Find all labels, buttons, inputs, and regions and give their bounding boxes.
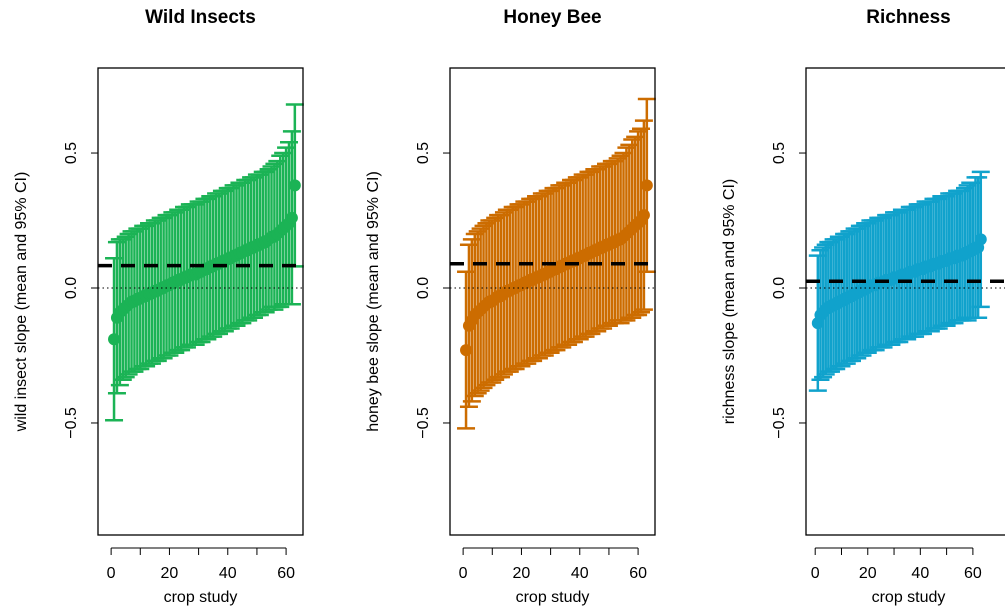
mean-point — [637, 209, 650, 222]
mean-point — [640, 179, 653, 192]
y-axis-label: richness slope (mean and 95% CI) — [721, 179, 738, 424]
plot-frame — [805, 67, 1005, 536]
x-tick-label: 0 — [811, 565, 820, 582]
panel-title: Honey Bee — [503, 7, 601, 28]
y-tick-label: 0.5 — [771, 142, 788, 164]
y-tick-label: 0.0 — [63, 277, 80, 299]
y-axis-label: wild insect slope (mean and 95% CI) — [13, 172, 30, 433]
x-axis-label: crop study — [516, 589, 590, 606]
y-tick-label: −0.5 — [771, 407, 788, 439]
y-tick-label: 0.0 — [415, 277, 432, 299]
y-tick-label: 0.5 — [63, 142, 80, 164]
mean-point — [974, 233, 987, 246]
mean-point — [108, 333, 121, 346]
mean-point — [460, 344, 473, 357]
plot-frame — [97, 67, 304, 536]
x-tick-label: 40 — [911, 565, 929, 582]
x-tick-label: 20 — [859, 565, 877, 582]
x-tick-label: 60 — [629, 565, 647, 582]
plot-frame — [449, 67, 656, 536]
y-tick-label: −0.5 — [63, 407, 80, 439]
mean-point — [288, 179, 301, 192]
x-tick-label: 0 — [459, 565, 468, 582]
y-tick-label: 0.5 — [415, 142, 432, 164]
x-tick-label: 40 — [219, 565, 237, 582]
x-tick-label: 60 — [277, 565, 295, 582]
x-axis-label: crop study — [164, 589, 238, 606]
x-axis-label: crop study — [872, 589, 946, 606]
y-axis-label: honey bee slope (mean and 95% CI) — [365, 171, 382, 432]
x-tick-label: 40 — [571, 565, 589, 582]
x-tick-label: 60 — [964, 565, 982, 582]
panel-title: Richness — [866, 7, 950, 28]
y-tick-label: 0.0 — [771, 277, 788, 299]
x-tick-label: 20 — [513, 565, 531, 582]
x-tick-label: 0 — [107, 565, 116, 582]
y-tick-label: −0.5 — [415, 407, 432, 439]
panel-title: Wild Insects — [145, 7, 256, 28]
mean-point — [285, 211, 298, 224]
x-tick-label: 20 — [161, 565, 179, 582]
